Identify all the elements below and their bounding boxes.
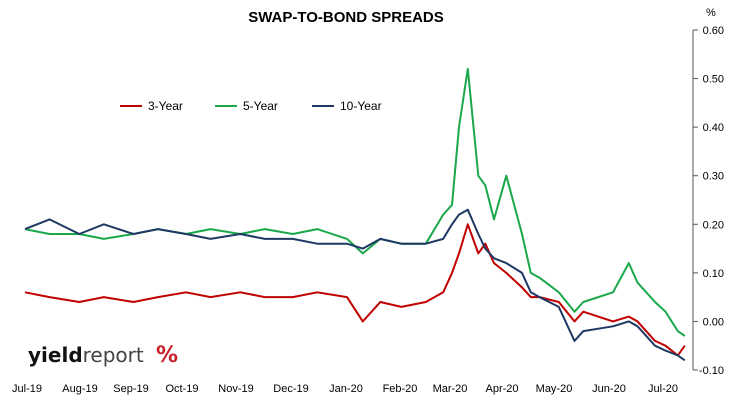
x-tick-label: Nov-19 — [218, 383, 253, 395]
y-axis-ticks: 0.60 0.50 0.40 0.30 0.20 0.10 0.00 -0.10 — [693, 25, 724, 377]
legend-label-5-year: 5-Year — [243, 99, 278, 113]
y-tick-label: 0.30 — [703, 171, 724, 183]
legend-label-10-year: 10-Year — [340, 99, 382, 113]
yieldreport-logo: yieldreport % — [28, 343, 178, 368]
y-unit-label: % — [706, 7, 716, 19]
x-tick-label: Apr-20 — [485, 383, 518, 395]
chart-title: SWAP-TO-BOND SPREADS — [248, 9, 444, 26]
x-tick-label: Aug-19 — [62, 383, 97, 395]
x-tick-label: Feb-20 — [383, 383, 418, 395]
legend-label-3-year: 3-Year — [148, 99, 183, 113]
x-axis-ticks: Jul-19 Aug-19 Sep-19 Oct-19 Nov-19 Dec-19 Jan-… — [12, 383, 678, 395]
y-tick-label: 0.00 — [703, 316, 724, 328]
x-tick-label: Mar-20 — [433, 383, 468, 395]
x-tick-label: Jul-19 — [12, 383, 42, 395]
brand-percent-icon: % — [156, 343, 178, 368]
brand-report: report — [83, 343, 144, 367]
svg-text:yieldreport: yieldreport — [28, 343, 144, 367]
y-tick-label: 0.60 — [703, 25, 724, 37]
legend: 3-Year 5-Year 10-Year — [120, 99, 382, 113]
x-tick-label: Sep-19 — [113, 383, 148, 395]
x-tick-label: Oct-19 — [165, 383, 198, 395]
x-tick-label: Jun-20 — [592, 383, 626, 395]
y-tick-label: 0.50 — [703, 74, 724, 86]
brand-yield: yield — [28, 343, 83, 367]
x-tick-label: Jan-20 — [329, 383, 363, 395]
y-tick-label: 0.40 — [703, 122, 724, 134]
x-tick-label: May-20 — [536, 383, 573, 395]
series-line-5-year — [24, 67, 686, 337]
series-line-10-year — [24, 208, 686, 362]
x-tick-label: Jul-20 — [648, 383, 678, 395]
y-tick-label: 0.20 — [703, 219, 724, 231]
x-tick-label: Dec-19 — [273, 383, 308, 395]
y-tick-label: -0.10 — [699, 365, 724, 377]
y-tick-label: 0.10 — [703, 268, 724, 280]
series-lines — [24, 67, 686, 362]
series-line-3-year — [24, 223, 686, 357]
